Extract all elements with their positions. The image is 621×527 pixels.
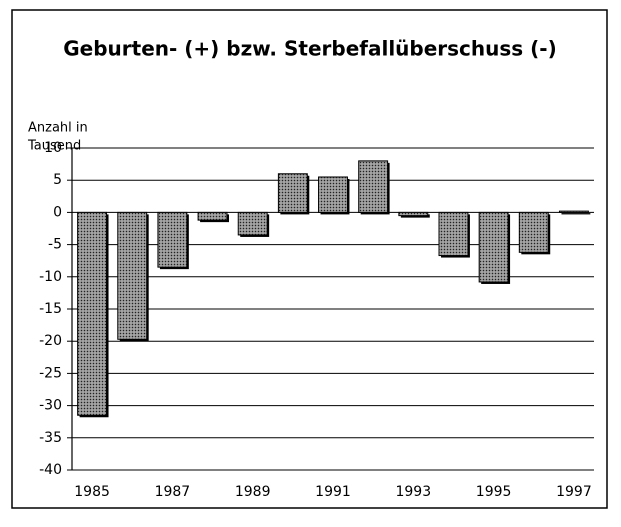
y-tick-label: -10: [39, 269, 62, 285]
y-tick-label: 5: [53, 172, 62, 188]
bar: [157, 211, 188, 268]
bar: [77, 211, 108, 416]
chart-title: Geburten- (+) bzw. Sterbefallüberschuss …: [63, 37, 557, 61]
frame: [11, 9, 608, 509]
y-tick-label: -35: [39, 430, 62, 446]
x-tick-label: 1993: [395, 484, 431, 500]
y-axis-label: Anzahl in: [28, 121, 88, 136]
bar: [197, 211, 228, 221]
bar: [237, 211, 268, 236]
bar: [558, 210, 589, 213]
bar: [117, 211, 148, 340]
y-tick-label: -5: [48, 237, 62, 253]
x-tick-label: 1991: [315, 484, 351, 500]
y-tick-label: -15: [39, 301, 62, 317]
bar: [518, 211, 549, 253]
bar: [277, 173, 308, 213]
y-tick-label: -40: [39, 462, 62, 478]
bar: [358, 160, 389, 213]
y-tick-label: -30: [39, 398, 62, 414]
x-tick-label: 1989: [235, 484, 271, 500]
bar: [398, 211, 429, 217]
bar: [318, 176, 348, 213]
y-axis-label: Tausend: [27, 139, 81, 154]
y-tick-label: 10: [44, 140, 62, 156]
bar-shadow: [561, 213, 591, 215]
y-tick-label: -25: [39, 365, 62, 381]
bar: [438, 211, 469, 257]
x-tick-label: 1987: [155, 484, 191, 500]
x-tick-label: 1997: [556, 484, 592, 500]
x-tick-label: 1995: [476, 484, 512, 500]
x-tick-label: 1985: [74, 484, 110, 500]
y-tick-label: -20: [39, 333, 62, 349]
bar: [478, 211, 509, 283]
y-tick-label: 0: [53, 204, 62, 220]
